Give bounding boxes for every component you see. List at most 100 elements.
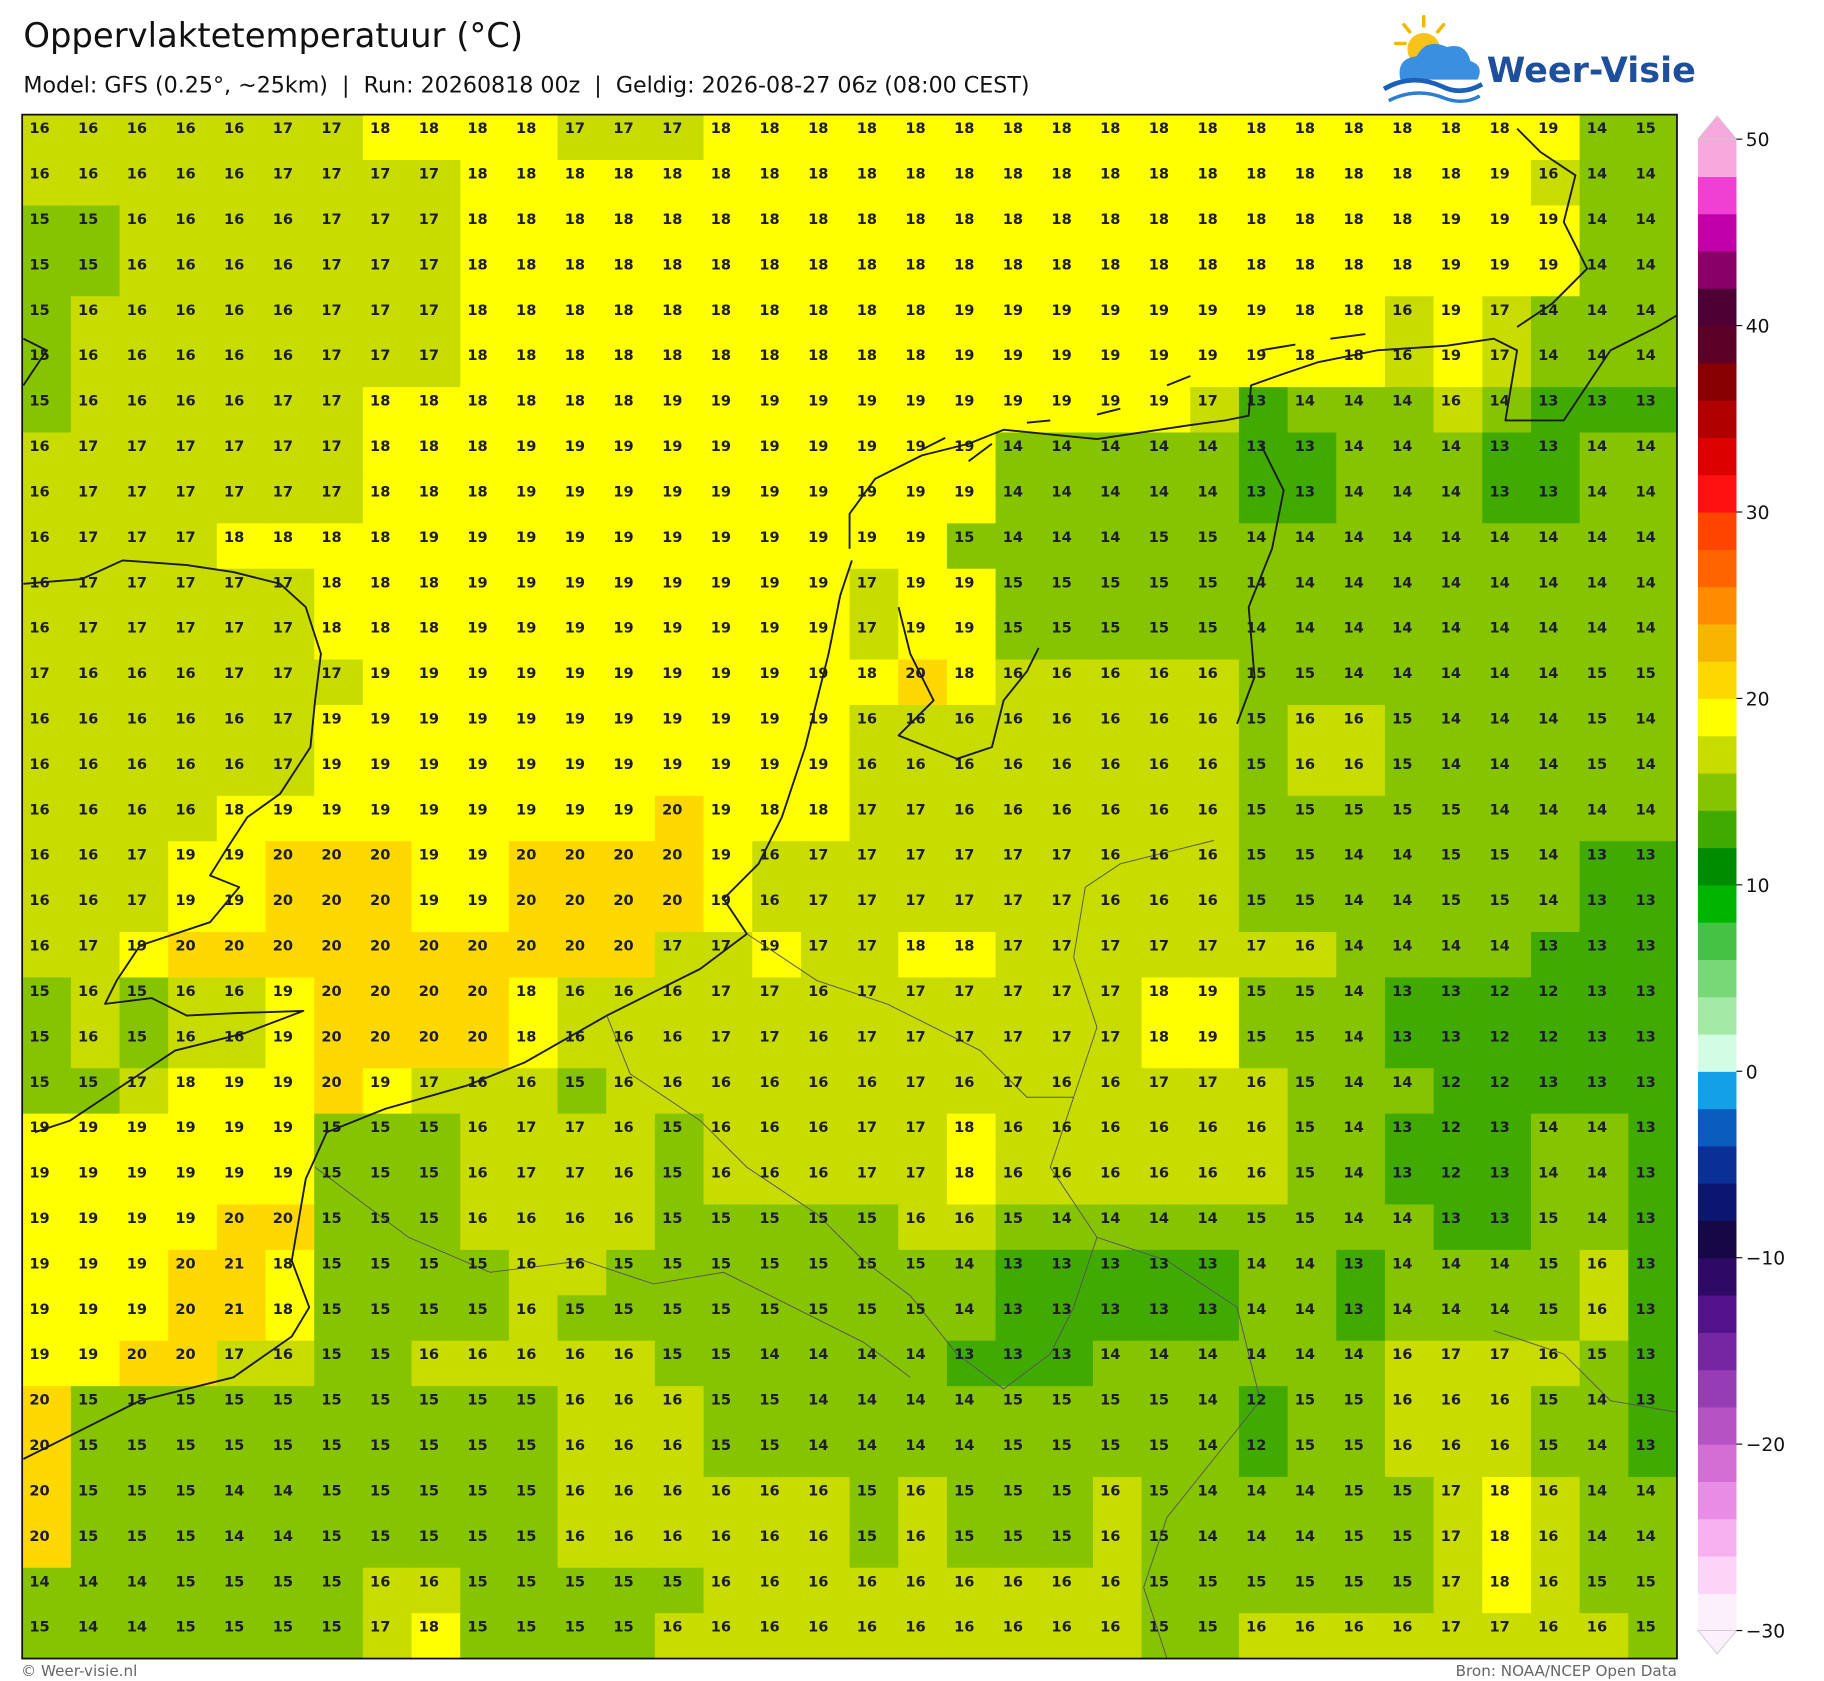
- temperature-label: 15: [1051, 1482, 1071, 1499]
- temperature-cell: [946, 795, 997, 842]
- temperature-label: 16: [78, 393, 98, 410]
- temperature-cell: [995, 205, 1045, 252]
- temperature-cell: [946, 704, 997, 752]
- temperature-cell: [411, 387, 461, 434]
- temperature-label: 18: [954, 120, 974, 137]
- temperature-cell: [1530, 205, 1581, 252]
- temperature-cell: [460, 795, 510, 842]
- temperature-cell: [1628, 704, 1678, 752]
- temperature-cell: [1384, 205, 1435, 252]
- temperature-label: 16: [1003, 710, 1023, 727]
- temperature-label: 15: [1587, 1346, 1607, 1363]
- temperature-label: 18: [1149, 256, 1169, 273]
- temperature-label: 18: [370, 620, 390, 637]
- temperature-label: 15: [1100, 1437, 1120, 1454]
- temperature-cell: [1287, 704, 1337, 752]
- temperature-cell: [460, 160, 510, 207]
- temperature-label: 13: [1246, 393, 1266, 410]
- temperature-label: 16: [1441, 393, 1461, 410]
- temperature-label: 17: [1197, 1074, 1217, 1091]
- temperature-label: 14: [808, 1346, 828, 1363]
- temperature-label: 16: [1295, 710, 1315, 727]
- temperature-label: 13: [1295, 483, 1315, 500]
- temperature-label: 14: [1635, 438, 1655, 455]
- temperature-cell: [70, 205, 121, 252]
- colorbar-band: [1697, 250, 1737, 289]
- temperature-cell: [460, 205, 510, 252]
- temperature-label: 14: [1635, 529, 1655, 546]
- temperature-label: 15: [1538, 1392, 1558, 1409]
- temperature-label: 15: [1197, 620, 1217, 637]
- temperature-label: 16: [175, 302, 195, 319]
- temperature-label: 14: [1489, 801, 1509, 818]
- temperature-label: 13: [1343, 1255, 1363, 1272]
- temperature-label: 19: [759, 393, 779, 410]
- temperature-label: 18: [1100, 166, 1120, 183]
- temperature-label: 17: [29, 665, 49, 682]
- temperature-label: 20: [273, 892, 293, 909]
- temperature-label: 16: [1100, 892, 1120, 909]
- temperature-label: 16: [1197, 756, 1217, 773]
- temperature-cell: [1530, 387, 1581, 434]
- temperature-cell: [606, 114, 656, 161]
- temperature-label: 16: [1051, 1619, 1071, 1636]
- temperature-cell: [1190, 477, 1240, 525]
- temperature-label: 15: [1051, 1528, 1071, 1545]
- temperature-label: 18: [905, 302, 925, 319]
- temperature-cell: [1579, 387, 1629, 434]
- temperature-cell: [752, 750, 802, 797]
- temperature-cell: [70, 750, 121, 797]
- temperature-label: 15: [1441, 847, 1461, 864]
- temperature-cell: [1238, 160, 1289, 207]
- temperature-label: 19: [613, 574, 633, 591]
- temperature-label: 15: [1343, 1392, 1363, 1409]
- temperature-label: 19: [127, 1165, 147, 1182]
- temperature-label: 16: [905, 1619, 925, 1636]
- temperature-label: 15: [1246, 1573, 1266, 1590]
- temperature-label: 16: [565, 1528, 585, 1545]
- temperature-label: 15: [759, 1301, 779, 1318]
- temperature-label: 19: [905, 483, 925, 500]
- temperature-label: 17: [370, 302, 390, 319]
- temperature-cell: [1628, 205, 1678, 252]
- temperature-label: 16: [78, 756, 98, 773]
- temperature-label: 19: [419, 892, 439, 909]
- temperature-cell: [1287, 568, 1337, 615]
- temperature-label: 14: [1635, 166, 1655, 183]
- temperature-label: 18: [759, 801, 779, 818]
- temperature-cell: [22, 932, 72, 979]
- temperature-label: 15: [1392, 756, 1412, 773]
- temperature-label: 14: [1441, 756, 1461, 773]
- temperature-label: 17: [321, 665, 341, 682]
- temperature-label: 15: [1149, 1528, 1169, 1545]
- temperature-label: 14: [1538, 710, 1558, 727]
- temperature-cell: [362, 795, 413, 842]
- temperature-label: 20: [467, 1028, 487, 1045]
- temperature-label: 18: [662, 256, 682, 273]
- temperature-label: 14: [1295, 574, 1315, 591]
- temperature-label: 14: [1441, 620, 1461, 637]
- temperature-label: 16: [759, 1119, 779, 1136]
- temperature-cell: [898, 795, 948, 842]
- temperature-label: 16: [1100, 1619, 1120, 1636]
- temperature-label: 17: [370, 166, 390, 183]
- temperature-cell: [1336, 387, 1386, 434]
- temperature-cell: [849, 387, 899, 434]
- temperature-cell: [119, 477, 169, 525]
- temperature-cell: [216, 387, 267, 434]
- temperature-label: 17: [273, 483, 293, 500]
- temperature-label: 16: [78, 801, 98, 818]
- temperature-cell: [1092, 341, 1143, 388]
- temperature-label: 14: [1343, 393, 1363, 410]
- temperature-label: 18: [419, 438, 439, 455]
- temperature-label: 18: [1343, 166, 1363, 183]
- temperature-cell: [168, 795, 218, 842]
- temperature-cell: [1384, 523, 1435, 570]
- temperature-cell: [1384, 614, 1435, 661]
- temperature-label: 16: [1489, 1437, 1509, 1454]
- temperature-label: 15: [613, 1255, 633, 1272]
- temperature-label: 17: [224, 438, 244, 455]
- temperature-cell: [1092, 205, 1143, 252]
- temperature-label: 19: [954, 347, 974, 364]
- temperature-cell: [119, 659, 169, 706]
